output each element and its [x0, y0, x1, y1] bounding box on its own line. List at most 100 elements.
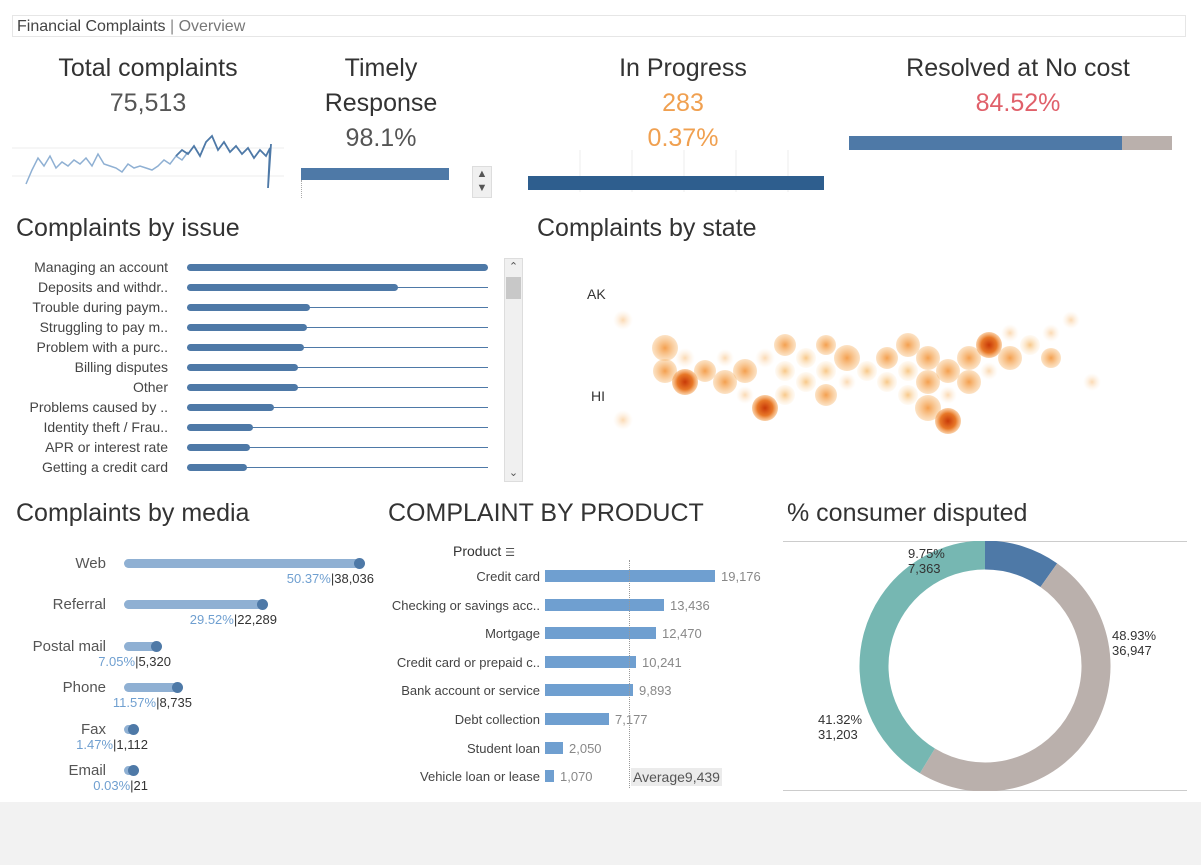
media-chart: Web 50.37%|38,036 Referral 29.52%|22,289 Pos… — [0, 550, 380, 795]
issue-row[interactable]: Trouble during paym.. — [0, 298, 500, 318]
issue-bar[interactable] — [187, 424, 253, 431]
state-bubble — [675, 348, 695, 368]
state-bubble — [896, 333, 920, 357]
disputed-section-title: % consumer disputed — [787, 499, 1028, 527]
issue-bar[interactable] — [187, 444, 250, 451]
spinner-up-icon[interactable]: ▲ — [476, 168, 488, 180]
state-bubble — [816, 361, 836, 381]
product-value: 2,050 — [569, 740, 602, 756]
product-bar[interactable] — [545, 770, 554, 783]
media-divider: | — [113, 737, 117, 752]
product-bar[interactable] — [545, 627, 656, 640]
issue-label: Getting a credit card — [41, 459, 168, 475]
issue-row[interactable]: Billing disputes — [0, 358, 500, 378]
issue-label: Struggling to pay m.. — [39, 319, 168, 335]
state-section-title: Complaints by state — [537, 214, 757, 242]
state-bubble — [898, 361, 918, 381]
issue-row[interactable]: Deposits and withdr.. — [0, 278, 500, 298]
state-bubble — [1041, 348, 1061, 368]
issue-row[interactable]: Struggling to pay m.. — [0, 318, 500, 338]
product-value: 7,177 — [615, 712, 648, 727]
issue-bar[interactable] — [187, 384, 298, 391]
issue-bar[interactable] — [187, 344, 304, 351]
media-percent: 0.03% — [93, 778, 131, 793]
issue-label: Other — [132, 379, 168, 395]
product-column-header[interactable]: Product ☰ — [453, 543, 515, 559]
scroll-thumb[interactable] — [506, 277, 521, 299]
issue-row[interactable]: APR or interest rate — [0, 438, 500, 458]
issue-bar[interactable] — [187, 304, 310, 311]
product-bar[interactable] — [545, 684, 633, 697]
product-label: Debt collection — [454, 712, 540, 727]
disputed-donut-chart[interactable] — [855, 541, 1115, 791]
disputed-label-2: 48.93% 36,947 — [1112, 628, 1156, 658]
issue-bar[interactable] — [187, 364, 298, 371]
product-bar[interactable] — [545, 713, 609, 725]
media-bar[interactable] — [124, 642, 157, 651]
donut-segment[interactable] — [859, 541, 986, 774]
media-values: 7.05%|5,320 — [98, 654, 171, 669]
product-value: 13,436 — [670, 597, 710, 613]
media-bar[interactable] — [124, 600, 263, 609]
state-bubble — [752, 395, 778, 421]
state-bubble — [1062, 311, 1080, 329]
issue-bar[interactable] — [187, 284, 398, 291]
state-bubble — [816, 335, 836, 355]
media-section-title: Complaints by media — [16, 499, 250, 527]
state-bubble — [652, 335, 678, 361]
scroll-down-icon[interactable]: ⌄ — [508, 467, 519, 479]
media-values: 50.37%|38,036 — [287, 571, 374, 586]
issue-bar[interactable] — [187, 264, 488, 271]
spinner-down-icon[interactable]: ▼ — [476, 182, 488, 194]
issue-row[interactable]: Managing an account — [0, 258, 500, 278]
state-bubble — [775, 385, 795, 405]
state-bubble — [976, 332, 1002, 358]
media-values: 11.57%|8,735 — [113, 695, 192, 710]
product-bar[interactable] — [545, 741, 563, 754]
issue-row[interactable]: Identity theft / Frau.. — [0, 418, 500, 438]
media-dot[interactable] — [172, 682, 183, 693]
issue-bar[interactable] — [187, 324, 307, 331]
issue-baseline — [187, 327, 488, 328]
issue-scrollbar[interactable]: ⌃ ⌄ — [504, 258, 523, 482]
media-bar[interactable] — [124, 559, 360, 568]
issue-bar[interactable] — [187, 464, 247, 471]
issue-baseline — [187, 407, 488, 408]
state-map[interactable] — [532, 258, 1192, 483]
state-bubble — [838, 373, 856, 391]
product-bar[interactable] — [545, 570, 715, 582]
donut-segment[interactable] — [984, 541, 1058, 588]
product-bar[interactable] — [545, 655, 636, 668]
issue-row[interactable]: Problems caused by .. — [0, 398, 500, 418]
donut-segment[interactable] — [919, 563, 1111, 791]
media-dot[interactable] — [128, 765, 139, 776]
state-bubble — [796, 348, 816, 368]
issue-row[interactable]: Getting a credit card — [0, 458, 500, 478]
issue-bar[interactable] — [187, 404, 274, 411]
product-label: Credit card — [476, 569, 540, 584]
product-bar[interactable] — [545, 598, 664, 611]
resolved-bar-track — [849, 136, 1172, 150]
total-complaints-sparkline[interactable] — [12, 128, 284, 198]
media-dot[interactable] — [128, 724, 139, 735]
dashboard: Financial Complaints | Overview Total co… — [0, 0, 1201, 802]
timely-response-axis — [301, 180, 302, 198]
media-dot[interactable] — [151, 641, 162, 652]
state-bubble — [1001, 324, 1019, 342]
issue-row[interactable]: Other — [0, 378, 500, 398]
timely-response-title-line1: Timely — [344, 54, 418, 82]
state-bubble — [672, 369, 698, 395]
media-dot[interactable] — [257, 599, 268, 610]
disputed-count-1: 7,363 — [908, 561, 941, 576]
issue-row[interactable]: Problem with a purc.. — [0, 338, 500, 358]
issue-baseline — [187, 387, 488, 388]
timely-response-spinner[interactable]: ▲ ▼ — [472, 166, 492, 198]
timely-response-title-line2: Response — [324, 89, 438, 117]
scroll-up-icon[interactable]: ⌃ — [508, 261, 519, 273]
state-bubble — [939, 386, 957, 404]
media-bar[interactable] — [124, 683, 178, 692]
state-bubble — [1042, 324, 1060, 342]
sort-icon[interactable]: ☰ — [505, 547, 516, 559]
in-progress-bar-chart[interactable] — [528, 150, 825, 192]
media-dot[interactable] — [354, 558, 365, 569]
